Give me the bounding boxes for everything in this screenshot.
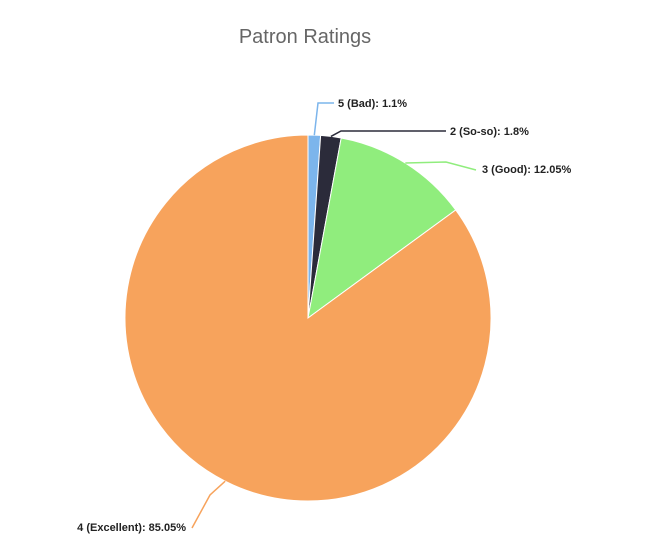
slice-label-1: 2 (So-so): 1.8%	[450, 126, 529, 138]
slice-label-0: 5 (Bad): 1.1%	[338, 98, 407, 110]
slice-label-2: 3 (Good): 12.05%	[482, 164, 571, 176]
leader-line-2	[405, 161, 477, 171]
pie-slice-2[interactable]	[307, 137, 457, 320]
slices-layer	[124, 134, 492, 502]
leader-line-0	[313, 102, 334, 136]
chart-title: Patron Ratings	[239, 26, 371, 48]
slice-label-3: 4 (Excellent): 85.05%	[77, 522, 186, 534]
leader-line-1	[330, 130, 446, 138]
pie-slice-3[interactable]	[124, 134, 492, 502]
leader-line-3	[191, 480, 226, 529]
labels-layer: 5 (Bad): 1.1% 2 (So-so): 1.8% 3 (Good): 12…	[77, 98, 571, 534]
